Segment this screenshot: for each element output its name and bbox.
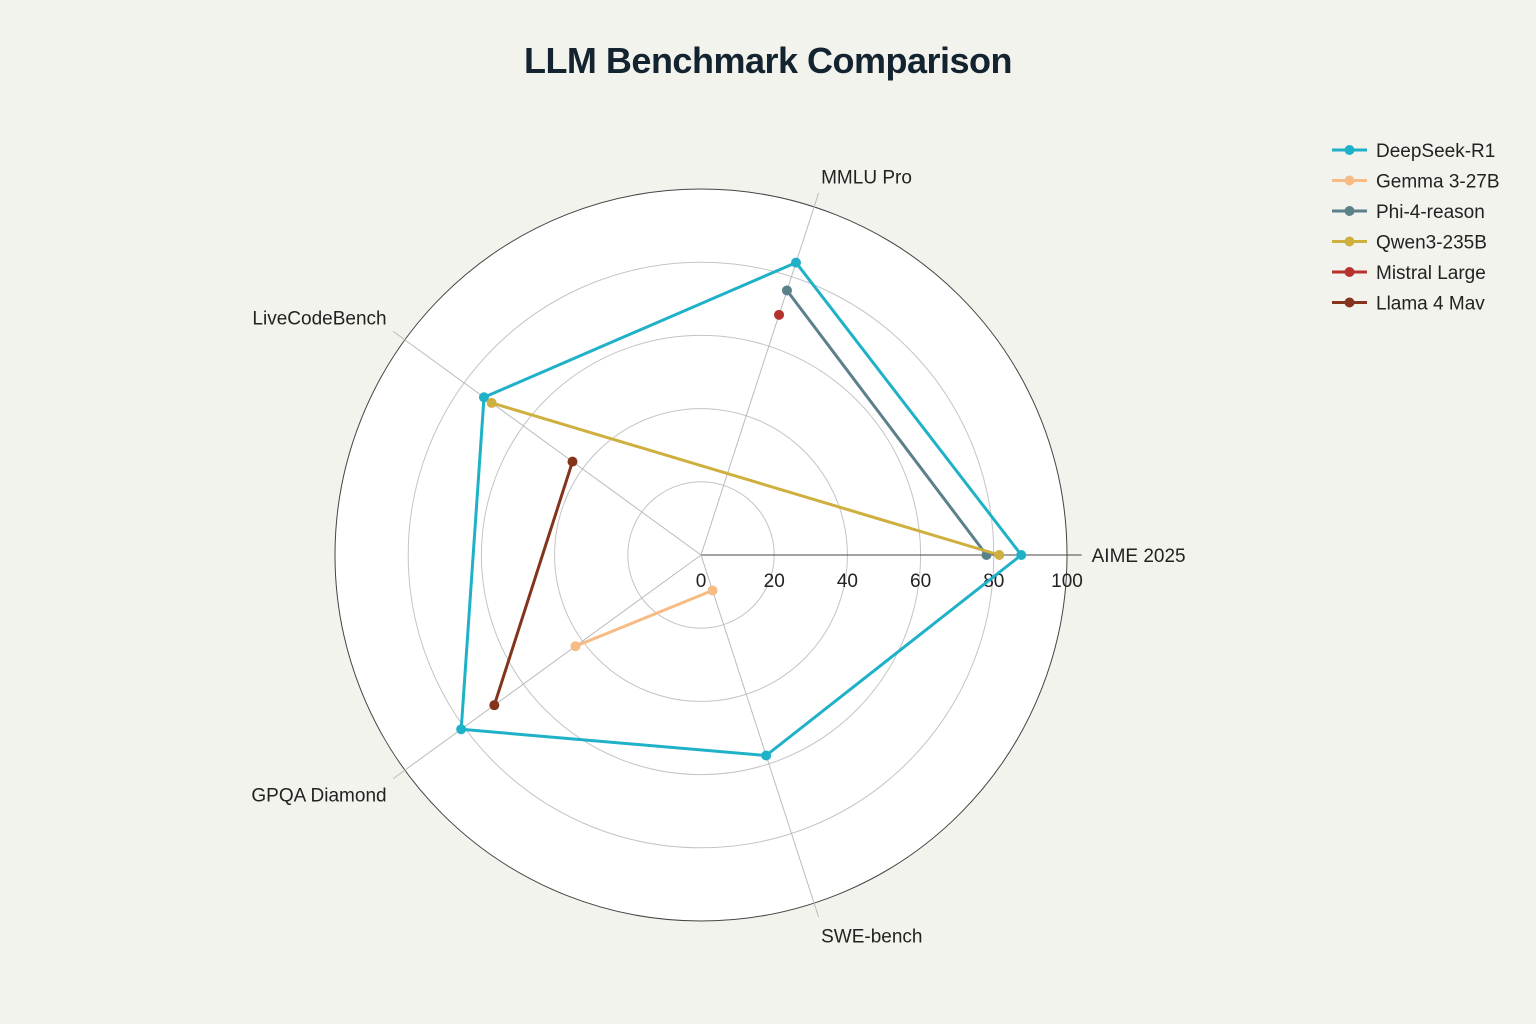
- axis-label-4: SWE-bench: [821, 927, 922, 948]
- data-point-2-1[interactable]: [781, 285, 792, 296]
- data-point-0-0[interactable]: [1016, 550, 1027, 560]
- axis-line-3: [392, 554, 702, 780]
- axis-line-2: [392, 330, 702, 556]
- axis-line-4: [700, 554, 820, 918]
- series-line-1: [574, 589, 714, 648]
- axis-label-1: MMLU Pro: [821, 167, 912, 188]
- series-layer: [456, 257, 1027, 761]
- data-point-0-4[interactable]: [761, 750, 772, 761]
- legend-item-0[interactable]: DeepSeek-R1: [1332, 141, 1495, 162]
- legend-swatch-marker: [1344, 297, 1355, 308]
- legend-label: Mistral Large: [1376, 263, 1486, 284]
- legend-item-1[interactable]: Gemma 3-27B: [1332, 172, 1500, 193]
- data-point-5-2[interactable]: [567, 456, 578, 467]
- legend-swatch-marker: [1344, 206, 1355, 216]
- legend-label: Phi-4-reason: [1376, 202, 1485, 223]
- legend-label: Qwen3-235B: [1376, 233, 1487, 254]
- data-point-1-4[interactable]: [707, 585, 718, 596]
- data-point-3-2[interactable]: [486, 397, 497, 408]
- legend-item-3[interactable]: Qwen3-235B: [1332, 233, 1487, 254]
- series-1: [570, 585, 718, 652]
- tick-label-20: 20: [764, 571, 785, 592]
- tick-label-60: 60: [910, 571, 931, 592]
- series-5: [489, 456, 578, 711]
- series-2: [781, 285, 992, 560]
- legend-swatch-marker: [1344, 145, 1355, 155]
- chart-title: LLM Benchmark Comparison: [523, 40, 1013, 81]
- legend-label: DeepSeek-R1: [1376, 141, 1495, 162]
- legend-swatch-marker: [1344, 175, 1355, 186]
- tick-label-100: 100: [1051, 571, 1083, 592]
- data-point-0-1[interactable]: [791, 257, 802, 268]
- data-point-4-1[interactable]: [774, 309, 785, 320]
- axis-line-1: [700, 192, 820, 556]
- legend-item-4[interactable]: Mistral Large: [1332, 263, 1486, 284]
- series-0: [456, 257, 1027, 761]
- legend-item-5[interactable]: Llama 4 Mav: [1332, 294, 1485, 315]
- radial-tick-labels: 0 20 40 60 80 100: [696, 571, 1083, 592]
- series-line-5: [492, 461, 574, 706]
- angular-axes: AIME 2025 MMLU Pro LiveCodeBench GPQA Diamo…: [251, 167, 1185, 947]
- series-3: [486, 397, 1005, 560]
- series-4: [774, 309, 785, 320]
- legend-swatch-marker: [1344, 267, 1355, 277]
- data-point-5-3[interactable]: [489, 700, 500, 711]
- data-point-0-2[interactable]: [478, 392, 489, 403]
- legend-label: Gemma 3-27B: [1376, 172, 1500, 193]
- series-line-3: [491, 401, 1000, 557]
- legend-item-2[interactable]: Phi-4-reason: [1332, 202, 1485, 223]
- data-point-1-3[interactable]: [570, 641, 581, 652]
- legend: DeepSeek-R1 Gemma 3-27B Phi-4-reason Qwen3-…: [1332, 141, 1500, 315]
- axis-label-2: LiveCodeBench: [252, 309, 386, 330]
- data-point-0-3[interactable]: [456, 724, 467, 735]
- legend-label: Llama 4 Mav: [1376, 294, 1485, 315]
- tick-label-0: 0: [696, 571, 707, 592]
- axis-label-3: GPQA Diamond: [251, 785, 386, 806]
- legend-swatch-marker: [1344, 236, 1355, 247]
- tick-label-80: 80: [983, 571, 1004, 592]
- axis-label-0: AIME 2025: [1092, 546, 1186, 567]
- series-line-2: [785, 289, 988, 556]
- tick-label-40: 40: [837, 571, 858, 592]
- data-point-3-0[interactable]: [994, 550, 1005, 560]
- series-line-0: [459, 261, 1023, 757]
